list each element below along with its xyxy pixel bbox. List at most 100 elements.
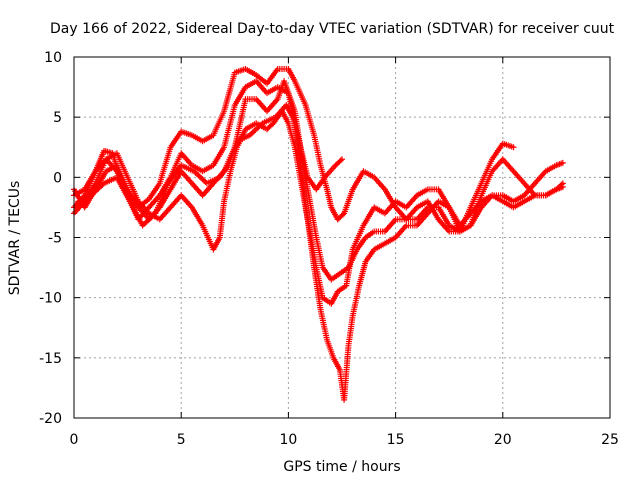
data-point-markers (392, 224, 408, 241)
data-point-markers (328, 290, 340, 307)
data-point-markers (360, 206, 377, 229)
x-tick-label: 10 (279, 432, 297, 448)
data-point-markers (456, 223, 472, 235)
axis-ticks: 0 5 10 15 20 25 -20 -15 -10 -5 0 5 10 (39, 50, 619, 448)
data-point-markers (296, 138, 311, 179)
x-tick-label: 5 (177, 432, 186, 448)
data-point-markers (199, 222, 216, 251)
data-point-markers (403, 193, 419, 211)
data-point-markers (328, 271, 342, 283)
x-tick-label: 20 (494, 432, 512, 448)
data-point-markers (242, 66, 258, 77)
data-point-markers (92, 158, 109, 187)
data-point-markers (313, 234, 326, 269)
x-axis-label: GPS time / hours (283, 459, 400, 475)
data-point-markers (152, 182, 171, 217)
data-point-markers (281, 78, 291, 95)
data-point-markers (478, 158, 495, 187)
data-point-markers (210, 146, 226, 169)
data-point-markers (354, 236, 368, 253)
data-point-marker (559, 159, 566, 166)
data-point-markers (345, 314, 356, 349)
data-point-markers (291, 144, 304, 185)
data-point-markers (253, 78, 269, 95)
data-point-markers (306, 198, 319, 239)
data-point-markers (371, 241, 387, 253)
data-point-markers (264, 85, 279, 97)
data-point-markers (221, 71, 238, 115)
data-point-markers (113, 150, 130, 179)
data-point-markers (435, 204, 452, 227)
data-point-markers (225, 140, 240, 169)
data-point-markers (356, 260, 368, 289)
data-point-markers (199, 181, 215, 199)
data-point-markers (221, 170, 234, 205)
data-point-markers (88, 181, 106, 199)
data-point-markers (414, 211, 430, 229)
data-point-markers (135, 198, 151, 215)
data-point-markers (392, 198, 408, 210)
data-point-markers (324, 336, 336, 359)
data-point-markers (165, 163, 183, 187)
data-point-markers (264, 67, 280, 87)
data-point-markers (313, 264, 326, 299)
y-tick-label: -10 (39, 291, 62, 307)
data-point-markers (216, 200, 227, 241)
data-point-markers (146, 193, 162, 211)
data-point-markers (289, 114, 302, 143)
data-point-markers (349, 170, 366, 193)
data-point-markers (210, 236, 222, 253)
data-point-markers (332, 157, 344, 169)
data-point-markers (311, 132, 324, 167)
data-point-markers (330, 354, 342, 372)
data-point-markers (178, 192, 194, 209)
y-tick-label: -15 (39, 351, 62, 367)
data-point-markers (467, 194, 484, 229)
data-point-markers (231, 85, 248, 109)
data-point-markers (360, 168, 376, 180)
data-point-markers (156, 205, 173, 223)
data-point-markers (446, 204, 462, 233)
data-point-markers (178, 150, 194, 167)
data-point-markers (499, 140, 515, 150)
data-point-markers (283, 102, 295, 119)
y-tick-label: 0 (53, 170, 62, 186)
data-point-markers (139, 211, 157, 229)
data-point-markers (178, 162, 196, 174)
data-point-markers (334, 283, 348, 295)
data-series (71, 66, 566, 403)
data-point-markers (221, 104, 238, 151)
data-point-markers (233, 133, 251, 145)
y-axis-label: SDTVAR / TECUs (7, 181, 23, 296)
data-point-markers (349, 224, 366, 253)
data-point-markers (403, 205, 419, 223)
data-point-marker (510, 144, 517, 151)
y-tick-label: 10 (44, 50, 62, 66)
data-point-markers (467, 182, 484, 211)
data-point-markers (324, 186, 334, 209)
data-point-markers (124, 174, 141, 203)
x-tick-label: 15 (387, 432, 405, 448)
data-point-markers (489, 192, 504, 204)
data-point-markers (188, 162, 204, 174)
data-point-markers (414, 205, 430, 223)
data-point-markers (435, 216, 451, 233)
data-point-markers (371, 174, 387, 191)
data-point-markers (510, 193, 526, 205)
data-point-markers (103, 151, 119, 163)
data-point-markers (499, 156, 516, 173)
data-point-markers (285, 66, 297, 83)
data-point-markers (264, 97, 280, 115)
y-tick-label: -5 (48, 231, 62, 247)
data-point-markers (362, 229, 376, 241)
data-point-markers (199, 133, 215, 145)
data-point-markers (113, 174, 132, 203)
data-point-markers (521, 180, 537, 197)
data-point-markers (321, 163, 338, 181)
series-track-d (71, 108, 566, 307)
series-track-b (71, 78, 566, 283)
data-point-markers (414, 199, 429, 211)
data-point-markers (424, 199, 441, 217)
